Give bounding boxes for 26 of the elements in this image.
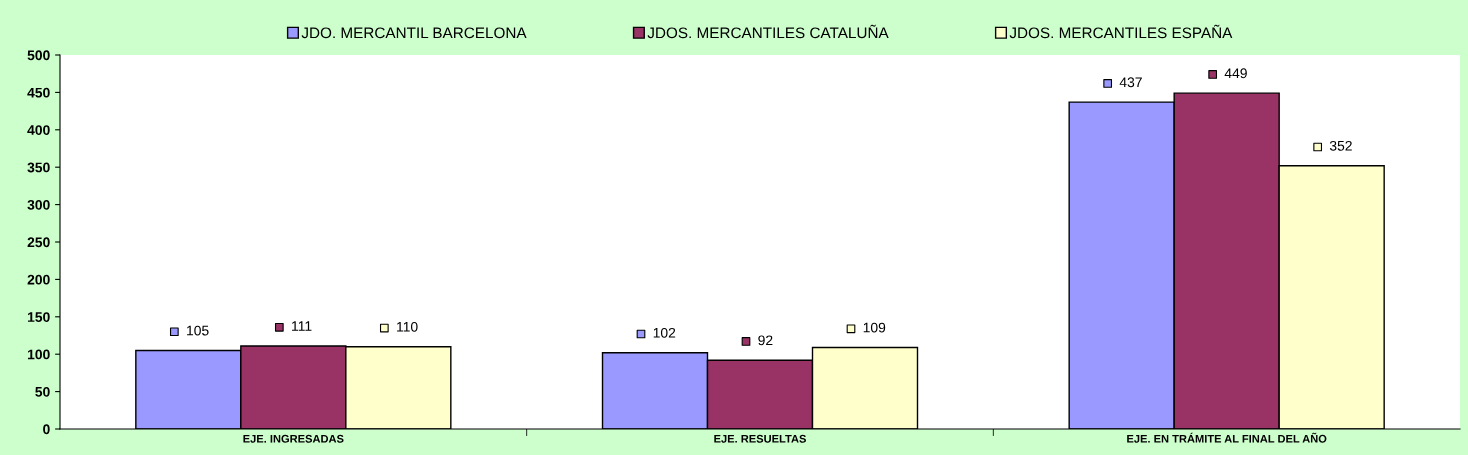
x-tick-label: EJE. RESUELTAS xyxy=(714,434,806,443)
y-tick-label: 0 xyxy=(43,424,50,435)
data-label: 109 xyxy=(863,322,886,333)
y-tick-label: 150 xyxy=(27,312,50,322)
data-label: 437 xyxy=(1119,77,1142,88)
y-tick-label: 50 xyxy=(35,386,50,397)
y-tick-label: 300 xyxy=(27,199,50,210)
data-label: 449 xyxy=(1224,68,1247,79)
data-label: 111 xyxy=(292,321,312,331)
y-tick-label: 500 xyxy=(27,50,50,61)
y-tick-label: 100 xyxy=(27,349,50,360)
x-tick-label: EJE. INGRESADAS xyxy=(243,434,344,443)
legend-label: JDOS. MERCANTILES CATALUÑA xyxy=(647,24,889,39)
y-tick-label: 350 xyxy=(27,162,50,173)
data-label: 102 xyxy=(653,327,676,338)
data-label: 105 xyxy=(187,325,209,336)
data-label: 110 xyxy=(397,321,418,332)
legend-label: JDOS. MERCANTILES ESPAÑA xyxy=(1009,24,1233,39)
legend-label: JDO. MERCANTIL BARCELONA xyxy=(301,27,527,39)
data-label: 92 xyxy=(758,335,773,346)
y-tick-label: 450 xyxy=(27,87,50,98)
y-tick-label: 400 xyxy=(27,125,50,135)
x-tick-label: EJE. EN TRÁMITE AL FINAL DEL AÑO xyxy=(1127,432,1327,443)
y-tick-label: 200 xyxy=(27,274,50,285)
y-tick-label: 250 xyxy=(27,237,50,248)
data-label: 352 xyxy=(1329,140,1352,151)
